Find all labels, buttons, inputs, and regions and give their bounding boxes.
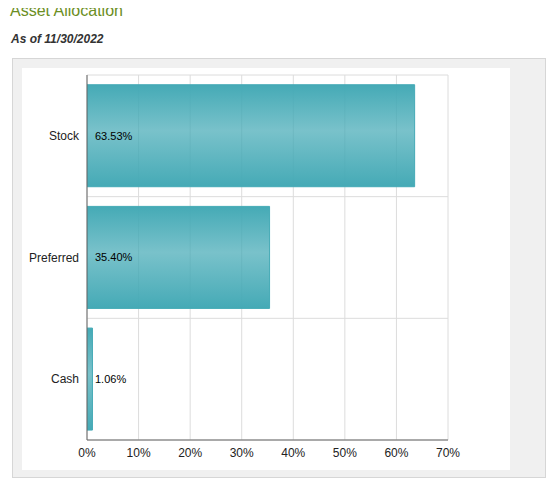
html-text:Asset Allocation: Asset Allocation [10,2,123,19]
svg-text:20%: 20% [178,446,202,460]
svg-text:1.06%: 1.06% [95,373,126,385]
svg-text:40%: 40% [281,446,305,460]
html-text:As of 11/30/2022: As of 11/30/2022 [11,32,104,46]
svg-text:Cash: Cash [51,372,79,386]
svg-text:50%: 50% [333,446,357,460]
svg-text:Preferred: Preferred [29,251,79,265]
svg-text:35.40%: 35.40% [95,251,133,263]
svg-text:Stock: Stock [49,129,80,143]
svg-text:70%: 70% [436,446,460,460]
svg-text:10%: 10% [127,446,151,460]
svg-text:63.53%: 63.53% [95,130,133,142]
svg-text:30%: 30% [230,446,254,460]
svg-text:0%: 0% [78,446,96,460]
svg-text:60%: 60% [384,446,408,460]
